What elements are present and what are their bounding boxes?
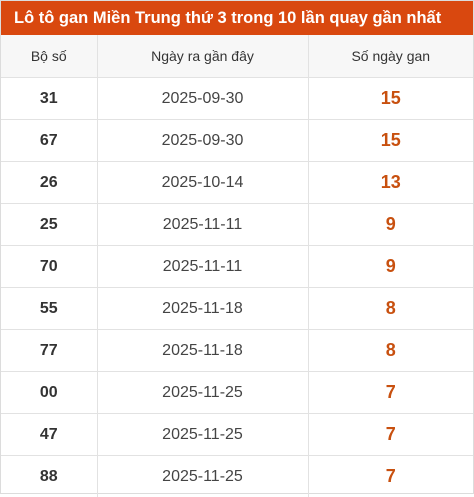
table-row: 25 2025-11-11 9 (1, 204, 473, 246)
cell-date: 2025-09-30 (97, 78, 308, 120)
cell-date: 2025-11-18 (97, 330, 308, 372)
cell-date: 2025-11-11 (97, 204, 308, 246)
cell-number: 77 (1, 330, 97, 372)
cell-number: 47 (1, 414, 97, 456)
cell-days: 15 (308, 78, 473, 120)
cell-days: 9 (308, 204, 473, 246)
table-row: 00 2025-11-25 7 (1, 372, 473, 414)
cell-number: 67 (1, 120, 97, 162)
cell-days: 7 (308, 414, 473, 456)
table-row: 55 2025-11-18 8 (1, 288, 473, 330)
cell-date: 2025-11-11 (97, 246, 308, 288)
cell-number: 70 (1, 246, 97, 288)
cell-date: 2025-10-14 (97, 162, 308, 204)
cell-days: 9 (308, 246, 473, 288)
cell-date: 2025-09-30 (97, 120, 308, 162)
column-header-date: Ngày ra gần đây (97, 35, 308, 78)
cell-number: 88 (1, 456, 97, 497)
table-body: 31 2025-09-30 15 67 2025-09-30 15 26 202… (1, 78, 473, 497)
cell-number: 25 (1, 204, 97, 246)
cell-days: 8 (308, 288, 473, 330)
column-header-number: Bộ số (1, 35, 97, 78)
table-row: 31 2025-09-30 15 (1, 78, 473, 120)
cell-date: 2025-11-25 (97, 414, 308, 456)
lo-gan-table: Bộ số Ngày ra gần đây Số ngày gan 31 202… (1, 35, 473, 497)
widget-title: Lô tô gan Miền Trung thứ 3 trong 10 lần … (1, 1, 473, 35)
cell-date: 2025-11-25 (97, 456, 308, 497)
cell-days: 13 (308, 162, 473, 204)
cell-date: 2025-11-25 (97, 372, 308, 414)
cell-days: 7 (308, 456, 473, 497)
cell-number: 26 (1, 162, 97, 204)
cell-days: 7 (308, 372, 473, 414)
table-row: 77 2025-11-18 8 (1, 330, 473, 372)
table-row: 47 2025-11-25 7 (1, 414, 473, 456)
header-row: Bộ số Ngày ra gần đây Số ngày gan (1, 35, 473, 78)
table-row: 67 2025-09-30 15 (1, 120, 473, 162)
table-row: 70 2025-11-11 9 (1, 246, 473, 288)
table-row: 26 2025-10-14 13 (1, 162, 473, 204)
cell-days: 8 (308, 330, 473, 372)
cell-number: 31 (1, 78, 97, 120)
cell-number: 55 (1, 288, 97, 330)
cell-number: 00 (1, 372, 97, 414)
table-header: Bộ số Ngày ra gần đây Số ngày gan (1, 35, 473, 78)
cell-date: 2025-11-18 (97, 288, 308, 330)
column-header-days: Số ngày gan (308, 35, 473, 78)
table-row: 88 2025-11-25 7 (1, 456, 473, 497)
cell-days: 15 (308, 120, 473, 162)
